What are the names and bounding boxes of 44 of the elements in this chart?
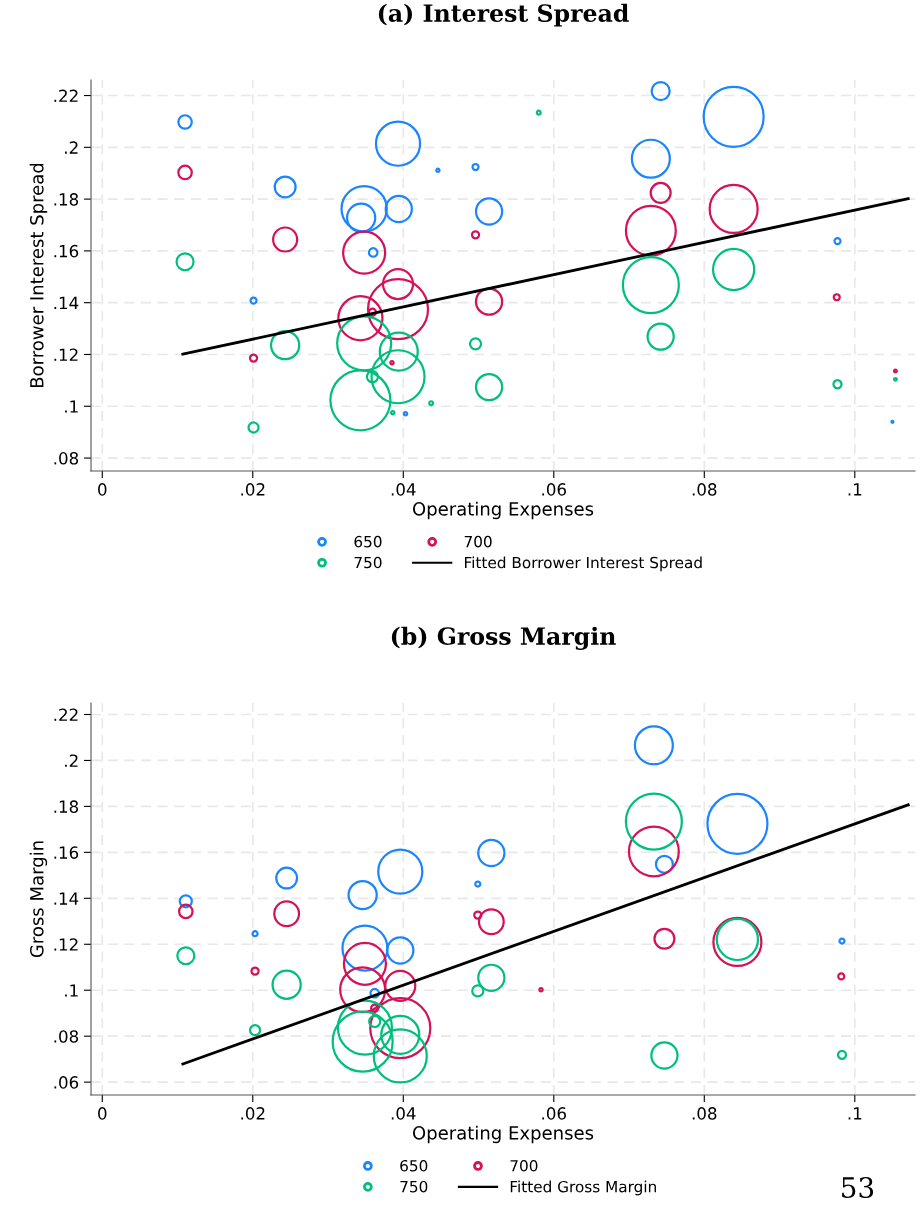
y-tick-label: .1 (65, 400, 78, 413)
x-tick-label: .06 (542, 1107, 566, 1120)
x-tick-label: .08 (692, 483, 717, 496)
legend-label: 700 (510, 1159, 538, 1172)
x-tick-label: .02 (241, 483, 265, 496)
y-tick-label: .16 (54, 846, 79, 859)
y-tick-label: .08 (54, 452, 79, 465)
x-tick-label: .1 (848, 1107, 862, 1120)
chart-title: (b) Gross Margin (391, 626, 616, 650)
y-tick-label: .14 (54, 296, 79, 310)
y-axis-title: Gross Margin (29, 841, 48, 958)
x-tick-label: .04 (391, 483, 416, 496)
y-tick-label: .12 (54, 938, 78, 951)
legend-label: 750 (354, 556, 382, 569)
y-tick-label: .12 (54, 348, 78, 361)
y-tick-label: .22 (54, 89, 78, 102)
x-tick-label: .02 (241, 1107, 265, 1120)
y-tick-label: .18 (54, 193, 79, 206)
y-tick-label: .08 (54, 1030, 79, 1043)
y-tick-label: .2 (65, 141, 78, 154)
y-tick-label: .2 (65, 754, 78, 767)
x-tick-label: 0 (98, 1107, 107, 1120)
y-tick-label: .18 (54, 800, 79, 813)
x-tick-label: .1 (848, 483, 862, 496)
y-tick-label: .16 (54, 244, 79, 258)
legend-label: 650 (354, 535, 382, 548)
legend-label: 700 (464, 535, 492, 548)
x-tick-label: .08 (692, 1107, 717, 1120)
y-tick-label: .22 (54, 708, 78, 721)
legend-label: 750 (400, 1180, 428, 1193)
x-tick-label: 0 (98, 483, 107, 496)
text: 53 (842, 1176, 874, 1198)
x-tick-label: .06 (542, 483, 566, 496)
legend-label: 650 (400, 1159, 428, 1172)
chart-title: (a) Interest Spread (378, 3, 629, 27)
y-tick-label: .14 (54, 892, 79, 905)
x-axis-title: Operating Expenses (412, 501, 594, 520)
x-axis-title: Operating Expenses (412, 1125, 594, 1144)
y-tick-label: .06 (54, 1076, 79, 1089)
legend-label: Fitted Borrower Interest Spread (465, 556, 702, 572)
x-tick-label: .04 (391, 1107, 416, 1120)
y-tick-label: .1 (65, 984, 78, 997)
y-axis-title: Borrower Interest Spread (29, 163, 48, 387)
legend-label: Fitted Gross Margin (510, 1180, 656, 1196)
